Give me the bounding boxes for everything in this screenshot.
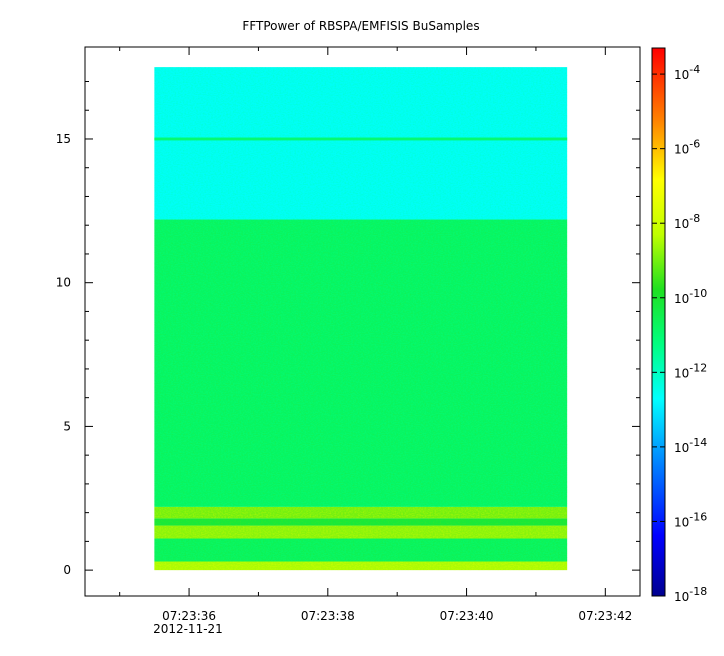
colorbar-tick-label: 10-16 [674, 510, 707, 529]
y-tick-label: 10 [56, 276, 71, 290]
colorbar-tick-label: 10-8 [674, 212, 700, 231]
heatmap-layer [154, 67, 568, 571]
x-tick-label: 07:23:36 [162, 609, 216, 623]
y-tick-label: 5 [63, 419, 71, 433]
colorbar-tick-label: 10-12 [674, 361, 707, 380]
x-tick-label: 07:23:40 [440, 609, 494, 623]
colorbar-tick-label: 10-6 [674, 138, 700, 157]
heatmap-band-texture [154, 219, 568, 507]
heatmap-band-texture [154, 67, 568, 220]
y-tick-label: 15 [56, 132, 71, 146]
chart-title: FFTPower of RBSPA/EMFISIS BuSamples [242, 19, 479, 33]
x-tick-label: 07:23:38 [301, 609, 355, 623]
colorbar-tick-label: 10-18 [674, 585, 707, 604]
y-axis: 0 5 10 15 [56, 80, 640, 577]
heatmap-band-texture [154, 506, 568, 519]
colorbar [651, 47, 666, 597]
colorbar-ticks: 10-4 10-6 10-8 10-10 10-12 10-14 10-16 10-18 [652, 63, 707, 604]
colorbar-tick-label: 10-10 [674, 287, 707, 306]
heatmap-band-texture [154, 518, 568, 526]
colorbar-tick-label: 10-4 [674, 63, 700, 82]
x-tick-label: 07:23:42 [578, 609, 632, 623]
y-tick-label: 0 [63, 563, 71, 577]
heatmap-band-texture [154, 538, 568, 562]
colorbar-tick-label: 10-14 [674, 436, 707, 455]
heatmap-band [154, 137, 568, 141]
heatmap-band-texture [154, 525, 568, 539]
x-tick-date-label: 2012-11-21 [153, 622, 223, 636]
heatmap-band-texture [154, 561, 568, 571]
